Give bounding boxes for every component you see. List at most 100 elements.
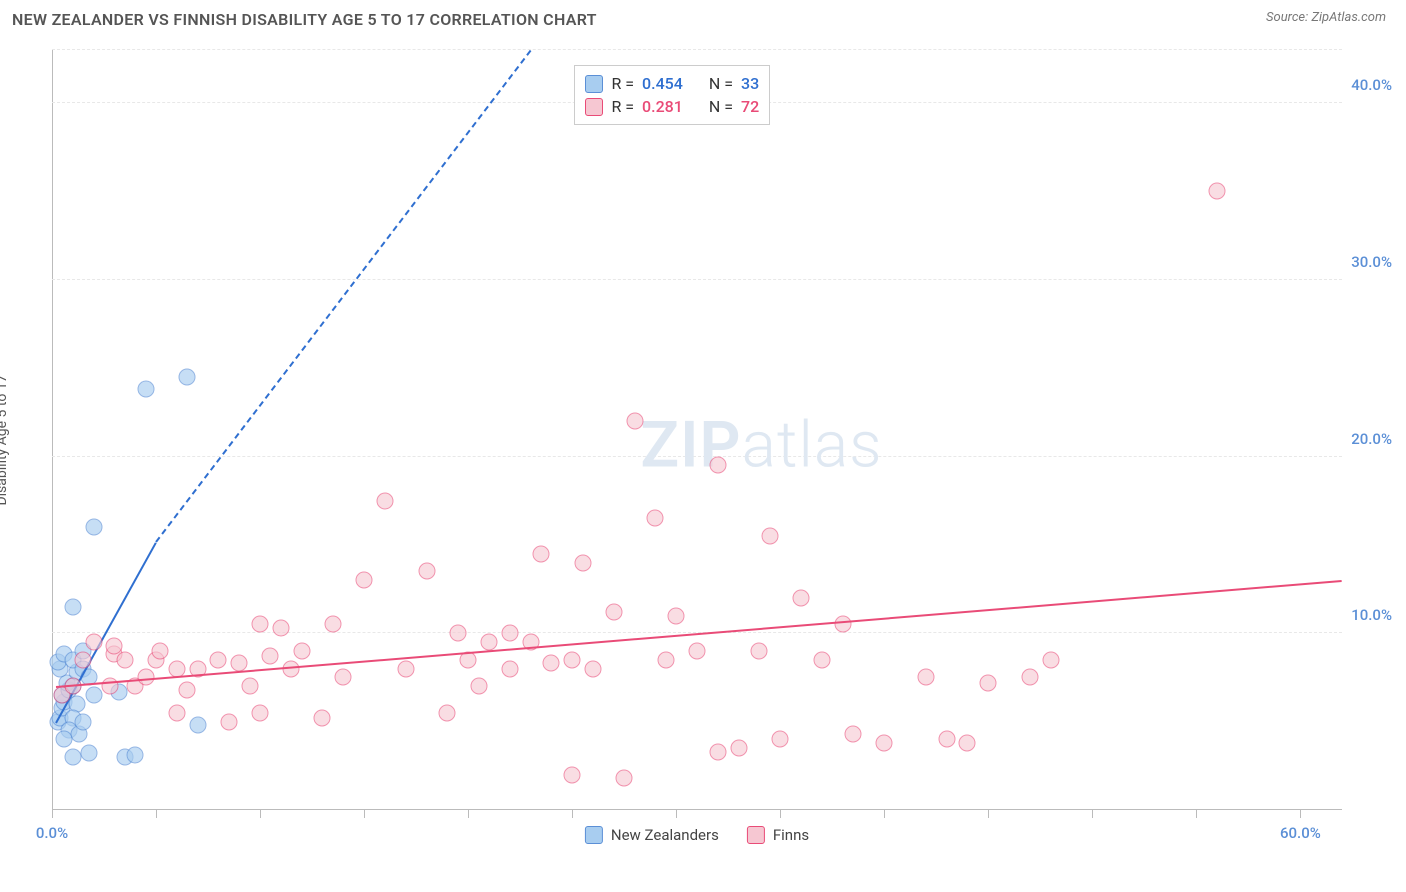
data-point-finns <box>293 642 310 659</box>
x-tick <box>468 810 469 818</box>
y-tick-label: 40.0% <box>1351 76 1392 94</box>
data-point-new-zealanders <box>56 731 73 748</box>
data-point-finns <box>335 669 352 686</box>
data-point-new-zealanders <box>75 713 92 730</box>
data-point-finns <box>480 634 497 651</box>
data-point-finns <box>813 651 830 668</box>
data-point-finns <box>85 634 102 651</box>
correlation-legend-row: R =0.454N =33 <box>585 72 759 95</box>
data-point-finns <box>709 457 726 474</box>
data-point-finns <box>116 651 133 668</box>
x-tick <box>1300 810 1301 818</box>
data-point-finns <box>709 743 726 760</box>
trend-line-extrapolated <box>155 50 531 543</box>
data-point-finns <box>564 651 581 668</box>
data-point-finns <box>470 678 487 695</box>
y-tick-label: 20.0% <box>1351 430 1392 448</box>
gridline <box>52 456 1342 457</box>
gridline <box>52 279 1342 280</box>
correlation-legend-row: R = 0.281N =72 <box>585 95 759 118</box>
data-point-finns <box>626 413 643 430</box>
x-tick <box>884 810 885 818</box>
data-point-finns <box>252 616 269 633</box>
data-point-finns <box>657 651 674 668</box>
correlation-legend: R =0.454N =33R = 0.281N =72 <box>574 65 770 125</box>
data-point-finns <box>75 651 92 668</box>
data-point-finns <box>959 734 976 751</box>
x-tick <box>52 810 53 818</box>
x-tick <box>260 810 261 818</box>
plot-area: 10.0%20.0%30.0%40.0%0.0%60.0%ZIPatlasR =… <box>52 50 1342 810</box>
data-point-finns <box>772 731 789 748</box>
data-point-finns <box>980 674 997 691</box>
data-point-finns <box>220 713 237 730</box>
y-axis <box>52 50 53 810</box>
data-point-finns <box>356 572 373 589</box>
data-point-finns <box>647 510 664 527</box>
y-tick-label: 10.0% <box>1351 606 1392 624</box>
x-tick <box>156 810 157 818</box>
data-point-finns <box>501 660 518 677</box>
x-tick <box>1196 810 1197 818</box>
data-point-finns <box>179 681 196 698</box>
data-point-finns <box>1021 669 1038 686</box>
data-point-finns <box>793 589 810 606</box>
source-attribution: Source: ZipAtlas.com <box>1266 10 1386 25</box>
chart-container: Disability Age 5 to 17 10.0%20.0%30.0%40… <box>12 40 1392 840</box>
data-point-finns <box>616 770 633 787</box>
series-legend-item: New Zealanders <box>585 826 719 844</box>
data-point-finns <box>449 625 466 642</box>
data-point-finns <box>314 710 331 727</box>
data-point-finns <box>584 660 601 677</box>
x-tick <box>1092 810 1093 818</box>
data-point-finns <box>689 642 706 659</box>
x-tick <box>780 810 781 818</box>
data-point-finns <box>262 648 279 665</box>
data-point-new-zealanders <box>127 747 144 764</box>
data-point-finns <box>532 545 549 562</box>
data-point-finns <box>376 492 393 509</box>
y-axis-label: Disability Age 5 to 17 <box>0 374 10 505</box>
data-point-new-zealanders <box>64 748 81 765</box>
data-point-finns <box>231 655 248 672</box>
y-tick-label: 30.0% <box>1351 253 1392 271</box>
x-tick-label: 60.0% <box>1280 824 1321 842</box>
data-point-finns <box>668 607 685 624</box>
data-point-finns <box>845 726 862 743</box>
series-legend: New Zealanders Finns <box>585 826 809 844</box>
data-point-finns <box>397 660 414 677</box>
data-point-finns <box>272 619 289 636</box>
gridline <box>52 49 1342 50</box>
data-point-new-zealanders <box>85 687 102 704</box>
data-point-new-zealanders <box>179 368 196 385</box>
data-point-new-zealanders <box>137 381 154 398</box>
data-point-finns <box>564 766 581 783</box>
data-point-finns <box>917 669 934 686</box>
watermark: ZIPatlas <box>640 408 882 483</box>
data-point-finns <box>730 740 747 757</box>
data-point-finns <box>574 554 591 571</box>
data-point-finns <box>1042 651 1059 668</box>
data-point-new-zealanders <box>64 598 81 615</box>
x-tick <box>364 810 365 818</box>
data-point-finns <box>168 704 185 721</box>
data-point-finns <box>543 655 560 672</box>
data-point-finns <box>938 731 955 748</box>
x-axis <box>52 809 1342 810</box>
data-point-finns <box>834 616 851 633</box>
data-point-finns <box>876 734 893 751</box>
x-tick <box>572 810 573 818</box>
data-point-finns <box>605 604 622 621</box>
data-point-new-zealanders <box>81 745 98 762</box>
chart-title: NEW ZEALANDER VS FINNISH DISABILITY AGE … <box>12 10 597 29</box>
data-point-finns <box>501 625 518 642</box>
data-point-finns <box>439 704 456 721</box>
x-tick <box>988 810 989 818</box>
data-point-finns <box>241 678 258 695</box>
x-tick <box>676 810 677 818</box>
data-point-finns <box>210 651 227 668</box>
data-point-new-zealanders <box>85 519 102 536</box>
data-point-finns <box>418 563 435 580</box>
data-point-finns <box>751 642 768 659</box>
series-legend-item: Finns <box>747 826 809 844</box>
